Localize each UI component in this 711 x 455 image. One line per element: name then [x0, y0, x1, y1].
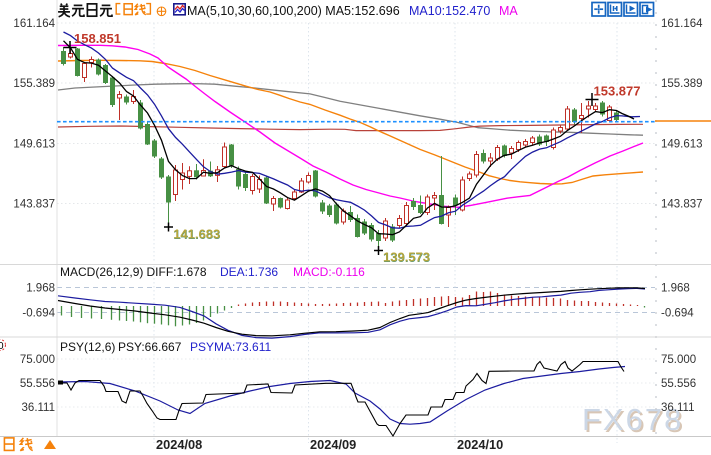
svg-text:0: 0 [0, 341, 4, 352]
svg-text:PSY:66.667: PSY:66.667 [118, 340, 182, 354]
svg-text:143.837: 143.837 [661, 199, 703, 211]
svg-text:161.164: 161.164 [13, 18, 55, 30]
svg-text:149.613: 149.613 [13, 139, 55, 151]
svg-text:55.556: 55.556 [661, 378, 696, 390]
svg-text:FX678: FX678 [584, 404, 685, 439]
svg-text:MACD:-0.116: MACD:-0.116 [293, 265, 365, 279]
svg-text:MA: MA [499, 4, 518, 18]
svg-text:MA10:152.470: MA10:152.470 [409, 4, 490, 18]
svg-text:158.851: 158.851 [74, 31, 121, 46]
svg-text:2024/09: 2024/09 [310, 437, 356, 452]
svg-text:2024/10: 2024/10 [457, 437, 503, 452]
svg-text:139.573: 139.573 [383, 249, 430, 264]
svg-text:FX678: FX678 [582, 402, 683, 437]
svg-text:1.968: 1.968 [661, 283, 690, 295]
svg-text:DEA:1.736: DEA:1.736 [220, 265, 278, 279]
svg-text:143.837: 143.837 [13, 199, 55, 211]
svg-text:1.968: 1.968 [26, 283, 55, 295]
svg-text:153.877: 153.877 [594, 84, 641, 99]
svg-text:PSYMA:73.611: PSYMA:73.611 [190, 340, 271, 354]
svg-text:141.683: 141.683 [174, 227, 221, 242]
svg-text:55.556: 55.556 [20, 378, 55, 390]
svg-text:-0.694: -0.694 [22, 308, 55, 320]
svg-text:155.389: 155.389 [13, 78, 55, 90]
svg-text:75.000: 75.000 [20, 354, 55, 366]
svg-text:139.573: 139.573 [383, 250, 430, 265]
svg-text:149.613: 149.613 [661, 139, 703, 151]
svg-text:155.389: 155.389 [661, 78, 703, 90]
svg-text:-0.694: -0.694 [661, 308, 694, 320]
svg-text:2024/08: 2024/08 [156, 437, 202, 452]
svg-text:36.111: 36.111 [22, 402, 55, 414]
svg-text:PSY(12,6): PSY(12,6) [60, 340, 115, 354]
svg-text:MACD(26,12,9): MACD(26,12,9) [60, 265, 143, 279]
svg-text:36.111: 36.111 [661, 402, 694, 414]
svg-text:161.164: 161.164 [661, 18, 703, 30]
svg-text:141.683: 141.683 [173, 226, 220, 241]
svg-text:75.000: 75.000 [661, 354, 696, 366]
svg-text:MA(5,10,30,60,100,200) MA5:152: MA(5,10,30,60,100,200) MA5:152.696 [187, 4, 400, 18]
svg-text:DIFF:1.678: DIFF:1.678 [147, 265, 207, 279]
